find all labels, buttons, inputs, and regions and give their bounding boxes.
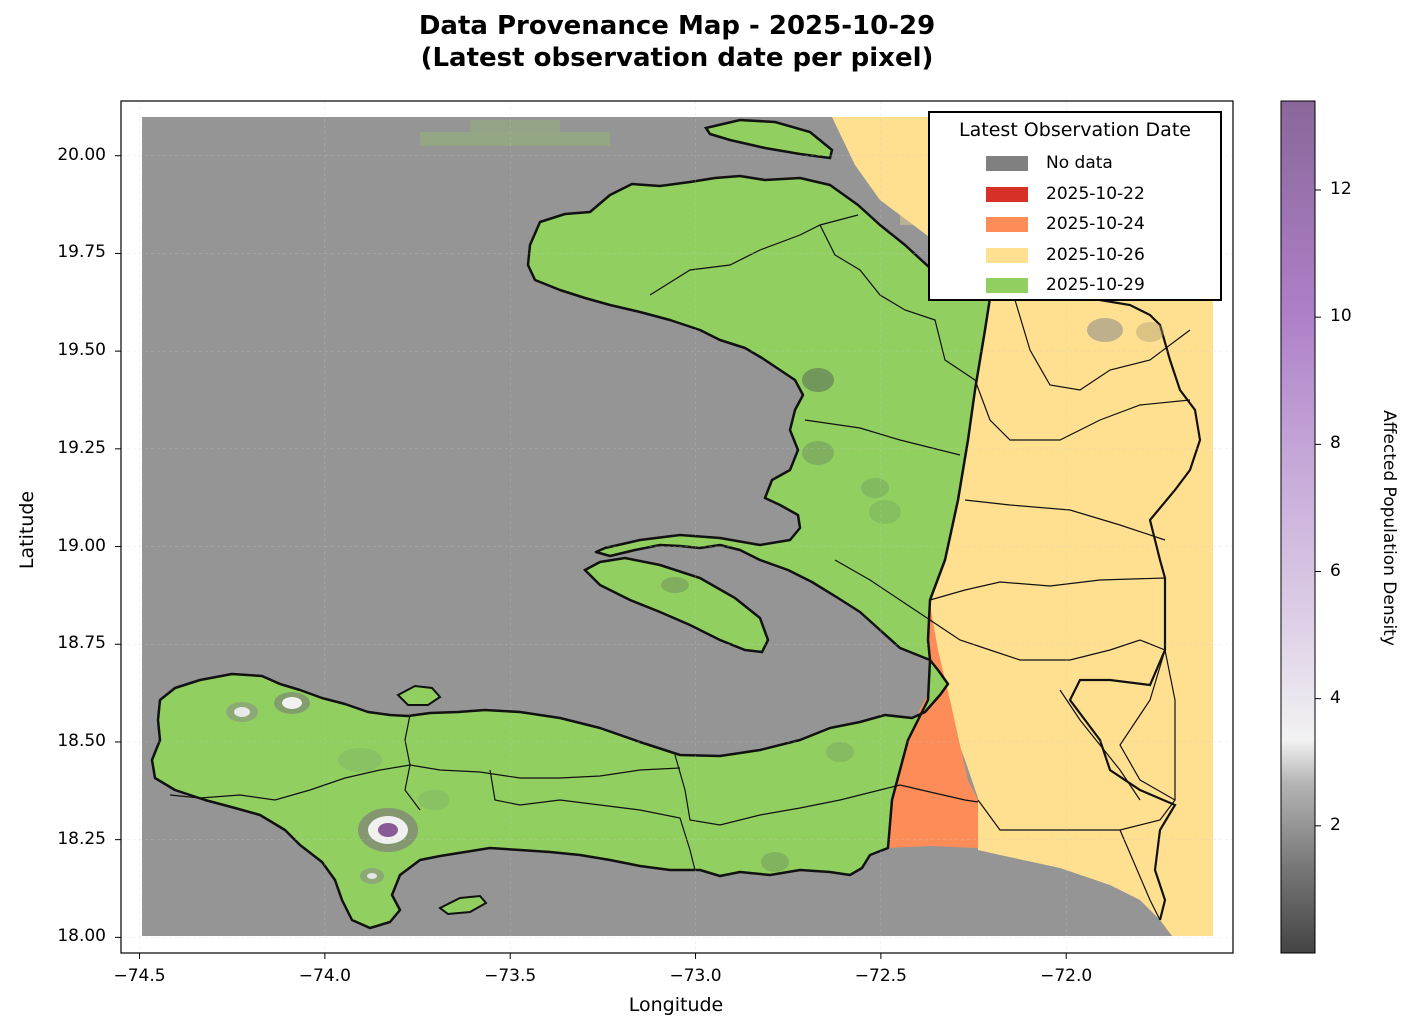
department-boundaries xyxy=(169,214,1191,921)
y-tick-label: 18.00 xyxy=(57,926,106,947)
legend-label: 2025-10-24 xyxy=(1046,214,1145,234)
legend-swatch xyxy=(986,186,1028,202)
y-tick-label: 18.50 xyxy=(57,730,106,751)
density-overlay xyxy=(226,318,1164,884)
legend-swatch xyxy=(986,247,1028,263)
y-tick-marks xyxy=(115,155,121,938)
legend-label: 2025-10-29 xyxy=(1046,275,1145,295)
colorbar-tick-label: 12 xyxy=(1330,179,1352,199)
x-tick-marks xyxy=(139,953,1067,959)
legend-swatch xyxy=(986,156,1028,171)
legend-label: No data xyxy=(1046,153,1113,173)
island-vache xyxy=(438,894,488,916)
y-tick-label: 19.25 xyxy=(57,437,106,458)
y-tick-label: 18.25 xyxy=(57,828,106,849)
x-tick-label: −73.0 xyxy=(669,966,722,986)
x-tick-label: −72.0 xyxy=(1040,966,1093,986)
colorbar-label: Affected Population Density xyxy=(1379,410,1399,646)
legend-swatch xyxy=(986,217,1028,232)
y-tick-label: 19.75 xyxy=(57,242,106,263)
country-border xyxy=(989,283,1202,921)
x-axis-label: Longitude xyxy=(628,994,724,1016)
x-tick-label: −73.5 xyxy=(484,966,537,986)
mainland-north xyxy=(526,174,992,662)
island-gonave xyxy=(582,556,770,654)
y-tick-label: 19.00 xyxy=(57,535,106,556)
x-tick-label: −74.0 xyxy=(298,966,351,986)
colorbar xyxy=(1280,100,1316,954)
plot-frame xyxy=(120,100,1234,954)
y-tick-label: 19.50 xyxy=(57,340,106,361)
colorbar-tick-marks xyxy=(1315,189,1321,827)
legend-title: Latest Observation Date xyxy=(959,119,1191,141)
y-tick-label: 18.75 xyxy=(57,633,106,654)
mainland-south xyxy=(150,658,950,930)
legend-label: 2025-10-26 xyxy=(1046,244,1145,265)
colorbar-tick-label: 6 xyxy=(1330,560,1341,581)
legend-swatch xyxy=(986,278,1028,293)
colorbar-tick-label: 2 xyxy=(1330,814,1341,835)
colorbar-tick-label: 8 xyxy=(1330,433,1341,454)
legend: Latest Observation Date No data 2025-10-2… xyxy=(928,111,1222,301)
title-line-2: (Latest observation date per pixel) xyxy=(420,43,934,73)
chart-title: Data Provenance Map - 2025-10-29 (Latest… xyxy=(0,10,1354,74)
y-tick-label: 20.00 xyxy=(57,144,106,165)
island-cayemites xyxy=(396,684,442,706)
colorbar-tick-label: 4 xyxy=(1330,687,1341,708)
legend-label: 2025-10-22 xyxy=(1046,183,1145,204)
title-line-1: Data Provenance Map - 2025-10-29 xyxy=(418,11,936,41)
colorbar-tick-label: 10 xyxy=(1330,306,1352,327)
x-tick-label: −72.5 xyxy=(854,966,907,986)
x-tick-label: −74.5 xyxy=(113,966,166,986)
island-tortuga xyxy=(703,118,834,160)
y-axis-label: Latitude xyxy=(16,490,38,570)
